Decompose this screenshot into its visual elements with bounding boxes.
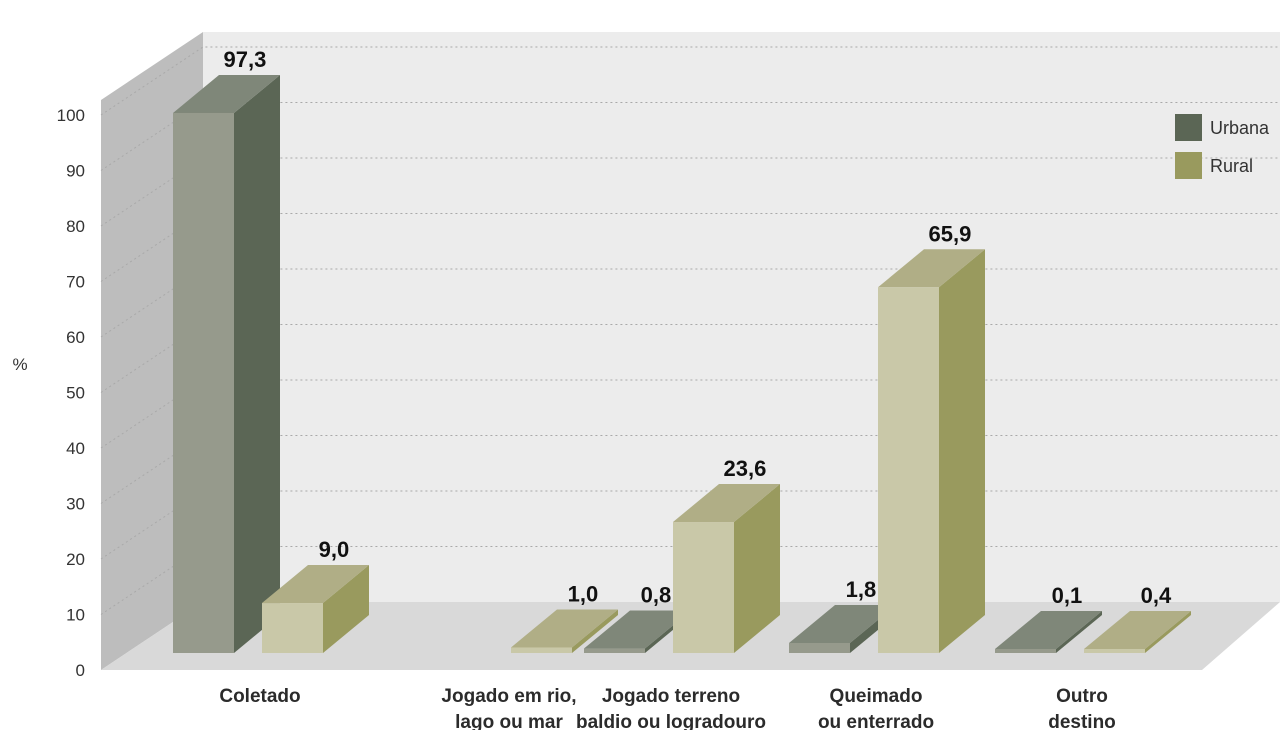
y-tick-label: 100: [57, 106, 85, 125]
bar-front: [878, 287, 939, 653]
bar-top: [673, 484, 780, 523]
x-axis-categories: Coletado Jogado em rio, lago ou mar Jogado …: [219, 686, 1115, 730]
bar-side: [234, 74, 280, 654]
value-label: 65,9: [928, 221, 971, 246]
gridline: [100, 213, 1280, 282]
y-axis-label: %: [12, 355, 27, 374]
bar-rural: [673, 484, 780, 653]
bar-top: [262, 565, 369, 604]
y-tick-label: 20: [66, 550, 85, 569]
category-label: Jogado em rio,: [441, 686, 576, 707]
bar-urbana: [995, 611, 1102, 653]
value-label: 23,6: [723, 456, 766, 481]
value-label: 1,0: [568, 581, 599, 606]
bar-rural: [1084, 611, 1191, 653]
bar-side: [734, 484, 780, 653]
category-label: Outro: [1056, 686, 1108, 707]
bar-top: [511, 609, 618, 648]
legend-label: Rural: [1210, 156, 1253, 176]
legend-swatch: [1175, 152, 1202, 179]
y-tick-label: 10: [66, 606, 85, 625]
y-tick-label: 60: [66, 328, 85, 347]
legend: Urbana Rural: [1175, 114, 1270, 179]
bar-front: [1084, 649, 1145, 653]
value-label: 9,0: [319, 537, 350, 562]
value-label: 0,4: [1141, 583, 1172, 608]
bar-front: [262, 603, 323, 653]
bar-front: [995, 649, 1056, 653]
category-label: baldio ou logradouro: [576, 712, 766, 730]
bar-top: [995, 611, 1102, 649]
chart-back-wall: [203, 32, 1280, 602]
bar-urbana: [173, 74, 280, 654]
bar-front: [789, 643, 850, 653]
bar-top: [1084, 611, 1191, 649]
y-tick-label: 40: [66, 439, 85, 458]
gridline: [100, 157, 1280, 227]
bar-front: [511, 647, 572, 653]
bar-top: [789, 605, 896, 644]
y-tick-label: 30: [66, 495, 85, 514]
bar-front: [584, 648, 645, 653]
y-tick-label: 80: [66, 217, 85, 236]
y-tick-label: 70: [66, 273, 85, 292]
category-label: destino: [1048, 712, 1116, 730]
y-tick-label: 0: [76, 661, 85, 680]
category-label: lago ou mar: [455, 712, 563, 730]
bar-side: [1056, 611, 1102, 653]
gridline: [100, 102, 1280, 171]
value-label: 97,3: [223, 47, 266, 72]
y-axis-ticks: 0 10 20 30 40 50 60 70 80 90 100: [57, 106, 85, 680]
y-tick-label: 50: [66, 384, 85, 403]
bar-side: [939, 249, 985, 653]
y-tick-label: 90: [66, 162, 85, 181]
bar-top: [584, 610, 691, 649]
bar-front: [173, 112, 234, 654]
category-label: Coletado: [219, 686, 300, 707]
bar-front: [673, 522, 734, 653]
legend-label: Urbana: [1210, 118, 1270, 138]
bars: 97,3 0,8 1,8 0,1 9,0 1,0 23,6 65,9 0,4: [173, 47, 1191, 654]
value-label: 1,8: [846, 577, 877, 602]
category-label: Queimado: [830, 686, 923, 707]
category-label: Jogado terreno: [602, 686, 740, 707]
bar-side: [323, 565, 369, 653]
value-label: 0,8: [641, 583, 672, 608]
bar-top: [173, 74, 280, 113]
gridline: [100, 46, 1280, 116]
legend-swatch: [1175, 114, 1202, 141]
bar-rural: [878, 249, 985, 653]
bar-rural: [511, 609, 618, 653]
value-label: 0,1: [1052, 583, 1083, 608]
bar-side: [1145, 611, 1191, 653]
bar-rural: [262, 565, 369, 653]
bar-side: [572, 609, 618, 653]
category-label: ou enterrado: [818, 712, 934, 730]
bar-top: [878, 249, 985, 288]
